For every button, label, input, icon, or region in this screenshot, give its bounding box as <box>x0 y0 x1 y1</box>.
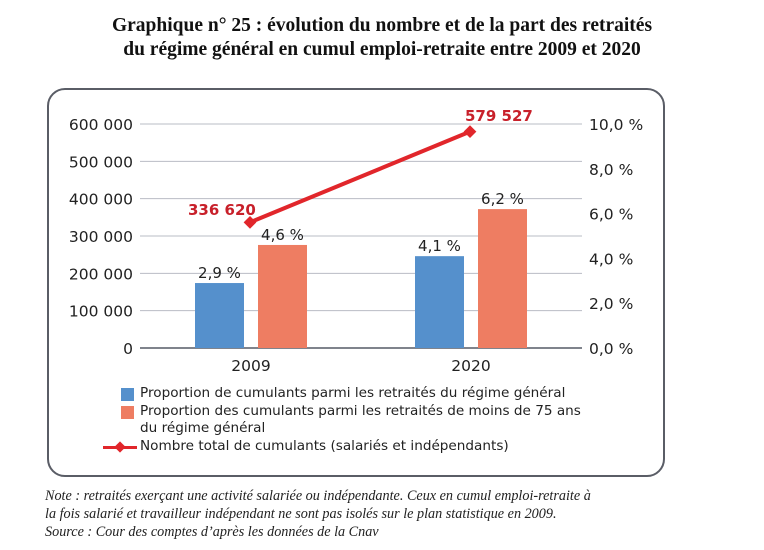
legend-item-orange: Proportion des cumulants parmi les retra… <box>103 403 581 438</box>
x-tick-label: 2009 <box>231 357 270 375</box>
legend-label-cont: du régime général <box>140 420 266 436</box>
left-tick-label: 0 <box>123 340 133 358</box>
bar-value-label: 4,6 % <box>261 226 304 244</box>
legend-swatch-orange <box>121 405 134 419</box>
left-tick-label: 300 000 <box>69 228 133 246</box>
left-tick-label: 400 000 <box>69 191 133 209</box>
left-tick-label: 200 000 <box>69 265 133 283</box>
bar <box>258 244 307 348</box>
legend-label: Proportion de cumulants parmi les retrai… <box>140 385 566 401</box>
legend-item-blue: Proportion de cumulants parmi les retrai… <box>103 385 581 403</box>
right-tick-label: 6,0 % <box>589 206 633 224</box>
bar <box>478 209 527 348</box>
line-series: 336 620 579 527 <box>188 107 533 229</box>
legend-item-line: Nombre total de cumulants (salariés et i… <box>103 438 581 456</box>
note-line-2: la fois salarié et travailleur indépenda… <box>45 506 557 522</box>
legend: Proportion de cumulants parmi les retrai… <box>103 385 581 455</box>
right-tick-label: 10,0 % <box>589 116 643 134</box>
left-axis-ticks: 0 100 000 200 000 300 000 400 000 500 000 600 … <box>69 116 133 358</box>
bars <box>195 209 527 348</box>
right-axis-ticks: 0,0 % 2,0 % 4,0 % 6,0 % 8,0 % 10,0 % <box>589 116 643 358</box>
title-line-2: du régime général en cumul emploi-retrai… <box>123 39 641 60</box>
line-point <box>463 125 477 139</box>
bar <box>415 256 464 348</box>
right-tick-label: 4,0 % <box>589 250 633 268</box>
bar <box>195 283 244 348</box>
line-path <box>248 129 472 225</box>
line-value-label: 579 527 <box>465 107 533 125</box>
source-line: Source : Cour des comptes d’après les do… <box>45 524 379 540</box>
legend-diamond-marker <box>114 440 126 453</box>
right-tick-label: 0,0 % <box>589 340 633 358</box>
bar-value-label: 2,9 % <box>198 264 241 282</box>
chart-frame <box>47 88 665 477</box>
chart-title: Graphique n° 25 : évolution du nombre et… <box>0 14 764 62</box>
legend-label: Nombre total de cumulants (salariés et i… <box>140 437 509 454</box>
note: Note : retraités exerçant une activité s… <box>45 487 591 541</box>
line-value-label: 336 620 <box>188 201 256 219</box>
title-line-1: Graphique n° 25 : évolution du nombre et… <box>111 15 653 36</box>
left-tick-label: 600 000 <box>69 116 133 134</box>
left-tick-label: 500 000 <box>69 153 133 171</box>
right-tick-label: 8,0 % <box>589 161 633 179</box>
line-point <box>243 215 257 229</box>
legend-swatch-blue <box>121 388 134 401</box>
bar-value-label: 4,1 % <box>418 237 461 255</box>
right-tick-label: 2,0 % <box>589 295 633 313</box>
left-tick-label: 100 000 <box>69 303 133 321</box>
bar-value-label: 6,2 % <box>481 190 524 208</box>
bar-labels: 2,9 % 4,6 % 4,1 % 6,2 % <box>198 190 524 282</box>
note-line-1: Note : retraités exerçant une activité s… <box>45 488 591 504</box>
x-tick-label: 2020 <box>451 357 490 375</box>
x-axis-labels: 2009 2020 <box>231 357 490 375</box>
legend-label: Proportion des cumulants parmi les retra… <box>140 402 581 419</box>
